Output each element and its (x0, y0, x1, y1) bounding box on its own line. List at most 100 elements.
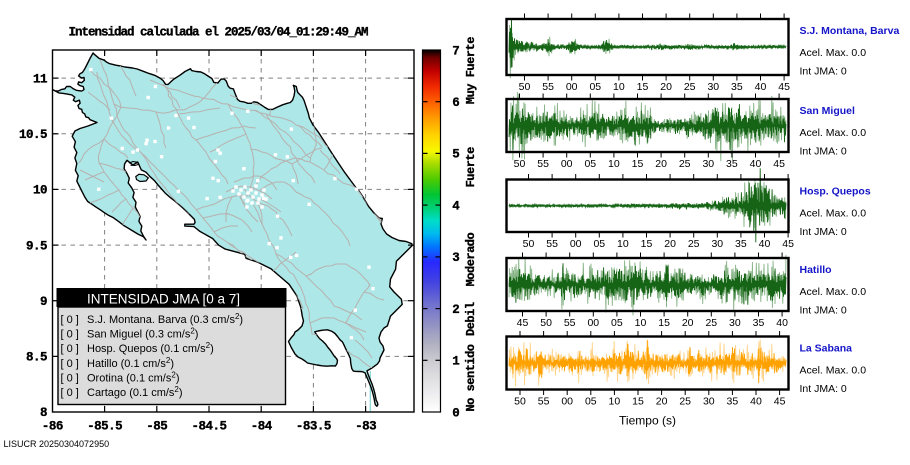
svg-text:50: 50 (519, 81, 531, 93)
svg-text:50: 50 (514, 158, 526, 170)
svg-text:50: 50 (523, 238, 535, 250)
svg-text:10: 10 (613, 81, 625, 93)
svg-text:05: 05 (611, 317, 623, 329)
svg-text:25: 25 (688, 238, 700, 250)
svg-text:[ 0 ]: [ 0 ] (61, 358, 79, 370)
svg-text:[ 0 ]: [ 0 ] (61, 314, 79, 326)
svg-text:45: 45 (782, 238, 794, 250)
svg-text:Hatillo (0.1 cm/s2): Hatillo (0.1 cm/s2) (87, 356, 174, 370)
svg-text:-86: -86 (42, 420, 63, 434)
svg-text:9.5: 9.5 (26, 239, 47, 253)
svg-text:40: 40 (755, 81, 767, 93)
svg-text:00: 00 (566, 81, 578, 93)
svg-text:1: 1 (452, 355, 460, 369)
svg-text:-83.5: -83.5 (296, 420, 331, 434)
svg-text:35: 35 (727, 396, 739, 408)
svg-text:Tiempo (s): Tiempo (s) (619, 414, 676, 428)
svg-text:Hosp. Quepos: Hosp. Quepos (800, 186, 871, 198)
svg-text:Intensidad calculada el 2025/0: Intensidad calculada el 2025/03/04_01:29… (68, 26, 368, 40)
svg-text:20: 20 (656, 396, 668, 408)
svg-text:Acel. Max. 0.0: Acel. Max. 0.0 (800, 365, 867, 377)
svg-text:S.J. Montana, Barva: S.J. Montana, Barva (800, 25, 900, 37)
svg-text:15: 15 (641, 238, 653, 250)
svg-text:40: 40 (750, 158, 762, 170)
svg-text:[ 0 ]: [ 0 ] (61, 343, 79, 355)
svg-text:-83: -83 (355, 420, 376, 434)
svg-text:La Sabana: La Sabana (800, 343, 853, 355)
svg-text:Acel. Max. 0.0: Acel. Max. 0.0 (800, 208, 867, 220)
svg-text:15: 15 (658, 317, 670, 329)
svg-text:55: 55 (538, 396, 550, 408)
svg-text:20: 20 (660, 81, 672, 93)
svg-text:Muy Fuerte: Muy Fuerte (464, 37, 478, 104)
svg-text:2: 2 (452, 303, 460, 317)
svg-text:40: 40 (776, 317, 788, 329)
svg-text:10: 10 (617, 238, 629, 250)
svg-text:40: 40 (750, 396, 762, 408)
svg-text:25: 25 (679, 396, 691, 408)
svg-text:55: 55 (537, 158, 549, 170)
svg-text:Orotina (0.1 cm/s2): Orotina (0.1 cm/s2) (87, 370, 179, 384)
svg-text:0: 0 (452, 406, 460, 420)
svg-text:Int JMA: 0: Int JMA: 0 (800, 146, 847, 158)
svg-text:8.5: 8.5 (26, 351, 47, 365)
svg-text:-85: -85 (146, 420, 167, 434)
svg-text:4: 4 (452, 199, 460, 213)
svg-text:[ 0 ]: [ 0 ] (61, 372, 79, 384)
svg-text:9: 9 (40, 295, 47, 309)
svg-text:30: 30 (703, 396, 715, 408)
svg-text:25: 25 (679, 158, 691, 170)
svg-text:50: 50 (540, 317, 552, 329)
svg-text:10.5: 10.5 (19, 128, 47, 142)
svg-text:Int JMA: 0: Int JMA: 0 (800, 226, 847, 238)
svg-text:00: 00 (561, 396, 573, 408)
svg-text:-84: -84 (251, 420, 273, 434)
svg-text:00: 00 (561, 158, 573, 170)
svg-text:Moderado: Moderado (464, 232, 478, 286)
svg-text:INTENSIDAD JMA [0 a 7]: INTENSIDAD JMA [0 a 7] (87, 292, 240, 307)
svg-text:Debil: Debil (464, 302, 478, 336)
svg-text:-84.5: -84.5 (191, 420, 226, 434)
svg-text:45: 45 (517, 317, 529, 329)
svg-text:Hatillo: Hatillo (800, 264, 832, 276)
svg-text:05: 05 (585, 396, 597, 408)
svg-text:30: 30 (707, 81, 719, 93)
svg-text:-85.5: -85.5 (87, 420, 122, 434)
svg-text:35: 35 (726, 158, 738, 170)
svg-text:55: 55 (546, 238, 558, 250)
svg-text:00: 00 (587, 317, 599, 329)
svg-text:[ 0 ]: [ 0 ] (61, 387, 79, 399)
svg-text:No sentido: No sentido (464, 344, 478, 411)
svg-text:[ 0 ]: [ 0 ] (61, 329, 79, 341)
svg-text:30: 30 (729, 317, 741, 329)
svg-text:05: 05 (584, 158, 596, 170)
svg-text:25: 25 (684, 81, 696, 93)
svg-text:Cartago (0.1 cm/s2): Cartago (0.1 cm/s2) (87, 385, 183, 399)
svg-text:30: 30 (702, 158, 714, 170)
svg-text:45: 45 (773, 158, 785, 170)
svg-text:15: 15 (632, 158, 644, 170)
svg-text:Int JMA: 0: Int JMA: 0 (800, 305, 847, 317)
svg-text:6: 6 (452, 96, 460, 110)
svg-text:Hosp. Quepos (0.1 cm/s2): Hosp. Quepos (0.1 cm/s2) (87, 341, 214, 355)
svg-text:8: 8 (40, 406, 47, 420)
svg-text:45: 45 (774, 396, 786, 408)
svg-text:S.J. Montana. Barva (0.3 cm/s2: S.J. Montana. Barva (0.3 cm/s2) (87, 312, 243, 326)
svg-text:10: 10 (609, 396, 621, 408)
svg-text:55: 55 (564, 317, 576, 329)
svg-text:LISUCR 20250304072950: LISUCR 20250304072950 (4, 439, 110, 449)
svg-text:40: 40 (759, 238, 771, 250)
svg-text:Acel. Max. 0.0: Acel. Max. 0.0 (800, 286, 867, 298)
svg-text:20: 20 (655, 158, 667, 170)
svg-text:05: 05 (593, 238, 605, 250)
svg-text:15: 15 (632, 396, 644, 408)
svg-text:35: 35 (731, 81, 743, 93)
svg-text:05: 05 (589, 81, 601, 93)
svg-text:55: 55 (542, 81, 554, 93)
svg-text:20: 20 (664, 238, 676, 250)
svg-text:25: 25 (705, 317, 717, 329)
svg-text:10: 10 (635, 317, 647, 329)
svg-text:45: 45 (778, 81, 790, 93)
svg-text:35: 35 (753, 317, 765, 329)
svg-text:10: 10 (33, 184, 47, 198)
